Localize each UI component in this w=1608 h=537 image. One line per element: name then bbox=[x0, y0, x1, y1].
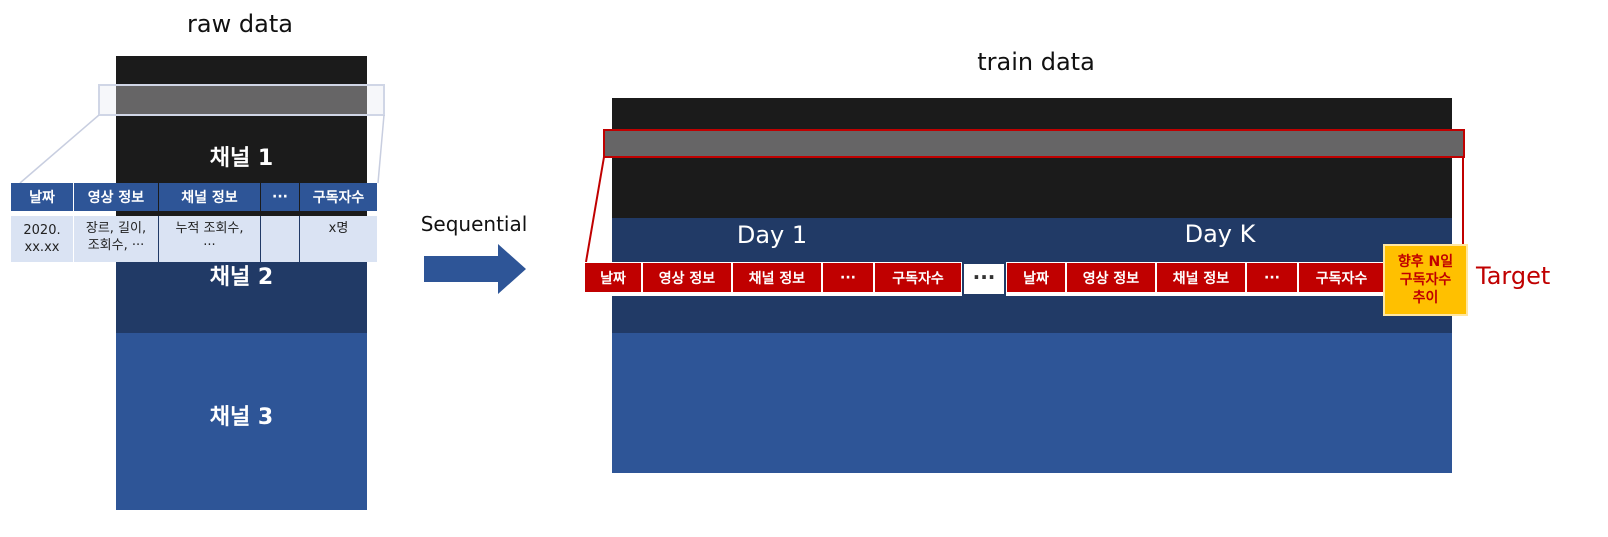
raw-data-title: raw data bbox=[187, 10, 293, 38]
dayk-header-date: 날짜 bbox=[1007, 263, 1065, 292]
sequential-arrow-icon bbox=[424, 244, 526, 294]
days-ellipsis: ··· bbox=[964, 264, 1004, 294]
raw-header-video: 영상 정보 bbox=[74, 183, 158, 211]
raw-cell-channel: 누적 조회수, ··· bbox=[159, 216, 260, 262]
raw-cell-video: 장르, 길이, 조회수, ··· bbox=[74, 216, 158, 262]
raw-header-ellipsis: ··· bbox=[261, 183, 299, 211]
dayk-header-subscribers: 구독자수 bbox=[1299, 263, 1384, 292]
day1-header-ellipsis: ··· bbox=[823, 263, 873, 292]
day1-header-date: 날짜 bbox=[585, 263, 641, 292]
day1-header-subscribers: 구독자수 bbox=[875, 263, 961, 292]
target-box: 향후 N일 구독자수 추이 bbox=[1383, 244, 1468, 316]
train-highlight-row bbox=[604, 130, 1464, 157]
day-1-label: Day 1 bbox=[736, 221, 808, 249]
dayk-header-ellipsis: ··· bbox=[1247, 263, 1297, 292]
train-dark-block bbox=[612, 98, 1452, 218]
raw-cell-subscribers: x명 bbox=[300, 216, 377, 262]
sequential-label: Sequential bbox=[420, 212, 528, 236]
day-k-header-group: 날짜 영상 정보 채널 정보 ··· 구독자수 bbox=[1006, 262, 1384, 296]
raw-cell-ellipsis bbox=[261, 216, 299, 262]
raw-header-channel: 채널 정보 bbox=[159, 183, 260, 211]
dayk-header-channel: 채널 정보 bbox=[1157, 263, 1245, 292]
target-label: Target bbox=[1476, 262, 1551, 290]
train-data-title: train data bbox=[977, 48, 1095, 76]
channel-3-block: 채널 3 bbox=[116, 333, 367, 510]
day-k-label: Day K bbox=[1184, 220, 1256, 248]
raw-table: 날짜 영상 정보 채널 정보 ··· 구독자수 2020. xx.xx 장르, … bbox=[11, 183, 377, 263]
train-blue-block bbox=[612, 333, 1452, 473]
raw-highlight-row bbox=[116, 86, 367, 114]
raw-header-subscribers: 구독자수 bbox=[300, 183, 377, 211]
train-highlight-frame bbox=[603, 129, 1465, 158]
channel-2-label: 채널 2 bbox=[209, 264, 274, 290]
raw-header-date: 날짜 bbox=[11, 183, 73, 211]
day1-header-channel: 채널 정보 bbox=[733, 263, 821, 292]
day-1-header-group: 날짜 영상 정보 채널 정보 ··· 구독자수 bbox=[584, 262, 962, 296]
channel-1-label: 채널 1 bbox=[209, 146, 274, 171]
channel-3-label: 채널 3 bbox=[209, 404, 274, 430]
day1-header-video: 영상 정보 bbox=[643, 263, 731, 292]
dayk-header-video: 영상 정보 bbox=[1067, 263, 1155, 292]
raw-cell-date: 2020. xx.xx bbox=[11, 216, 73, 262]
